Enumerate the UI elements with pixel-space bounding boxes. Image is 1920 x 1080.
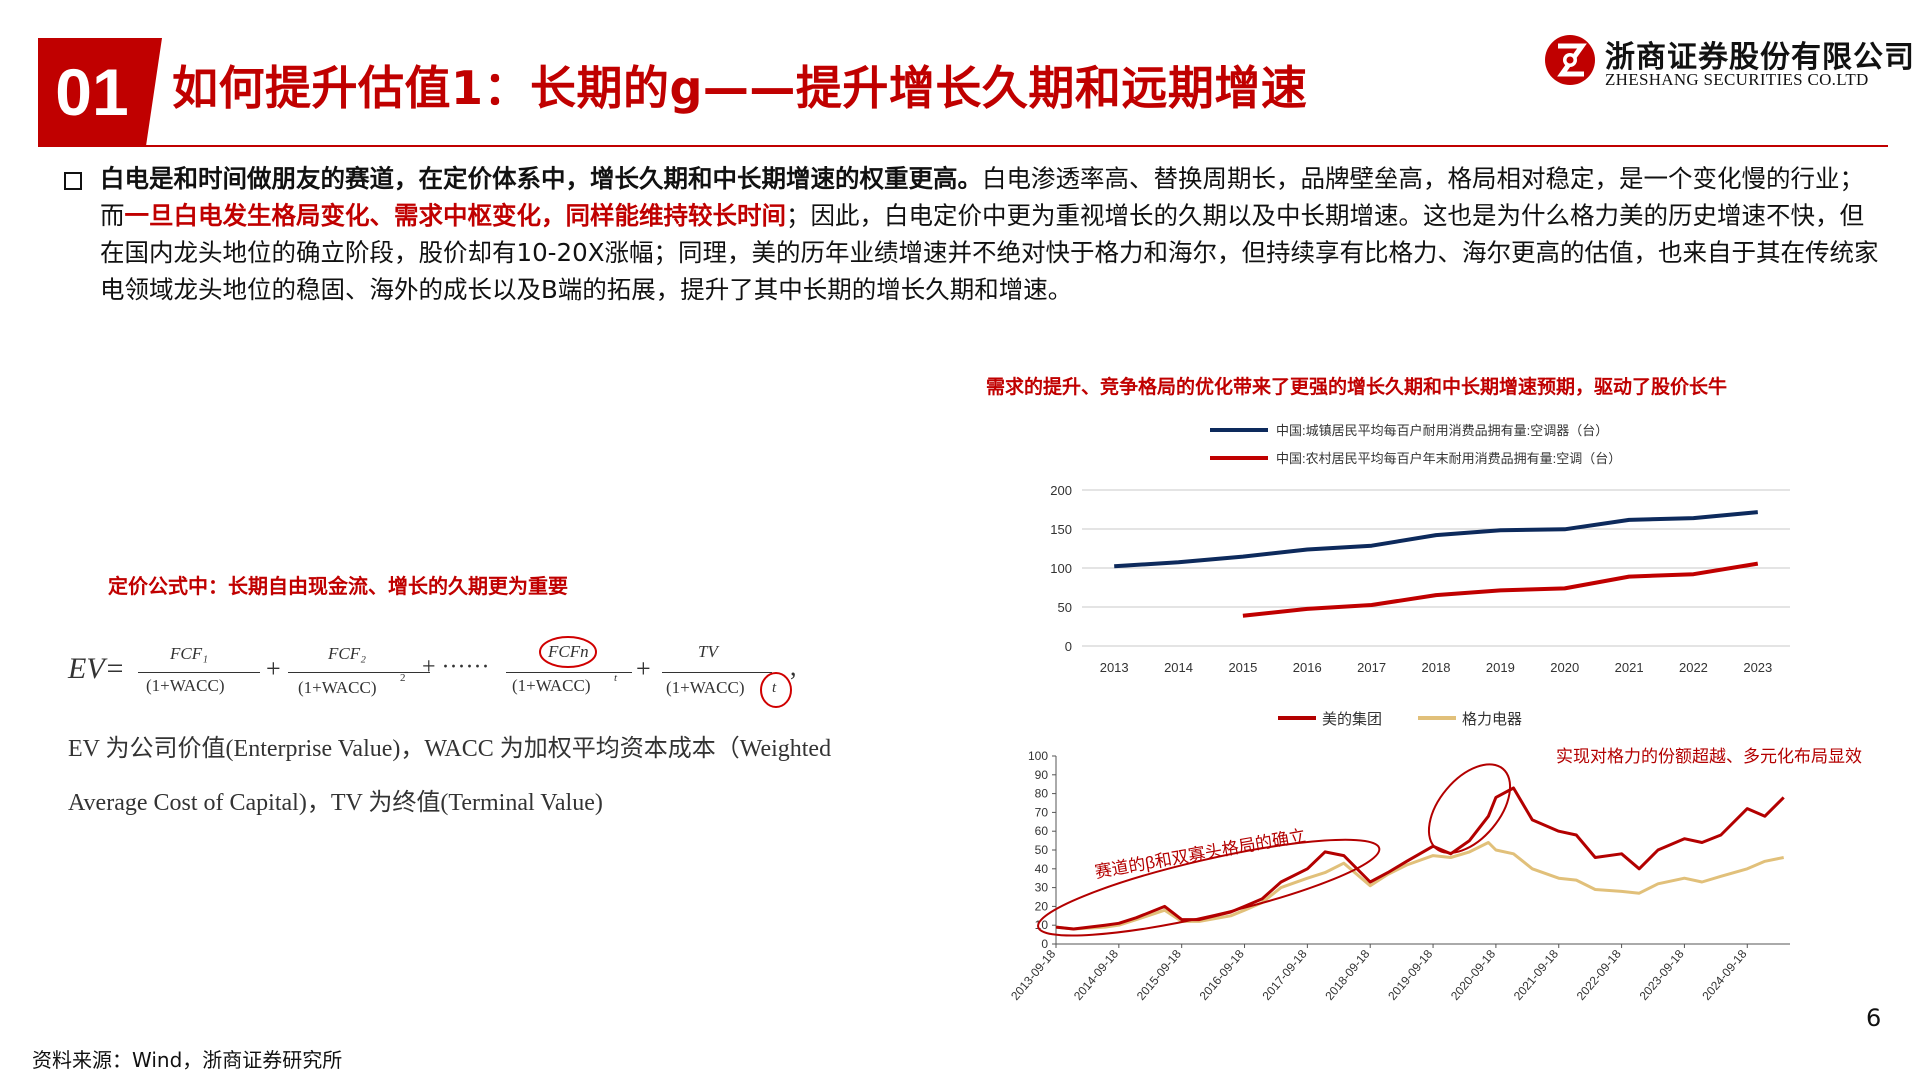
y-tick-label: 0 <box>1065 639 1072 654</box>
body-paragraph: 白电是和时间做朋友的赛道，在定价体系中，增长久期和中长期增速的权重更高。白电渗透… <box>100 160 1880 308</box>
formula-plus-2: + <box>636 654 651 683</box>
x-tick-label: 2015-09-18 <box>1134 947 1184 1003</box>
y-tick-label: 70 <box>1035 805 1049 819</box>
formula-term4-exp: t <box>772 680 777 696</box>
formula-plus-1: + <box>266 654 281 683</box>
x-tick-label: 2017-09-18 <box>1259 947 1309 1003</box>
annotation-label-1: 赛道的β和双寡头格局的确立 <box>1093 825 1307 882</box>
header-divider <box>38 145 1888 147</box>
x-tick-label: 2023 <box>1743 660 1772 675</box>
legend-label: 中国:城镇居民平均每百户耐用消费品拥有量:空调器（台） <box>1276 423 1608 438</box>
legend-label: 格力电器 <box>1462 711 1522 728</box>
y-tick-label: 50 <box>1058 600 1072 615</box>
annotation-ellipse-1 <box>1037 838 1381 937</box>
highlight-circle-t <box>760 672 792 708</box>
legend-label: 中国:农村居民平均每百户年末耐用消费品拥有量:空调（台） <box>1276 451 1621 466</box>
y-tick-label: 100 <box>1050 561 1072 576</box>
para-text-1: 白电渗透率高、替换周期长，品牌壁垒高，格局相对稳定，是一个变化慢的行业；而 <box>100 164 1864 230</box>
x-tick-label: 2014-09-18 <box>1071 947 1121 1003</box>
y-tick-label: 200 <box>1050 483 1072 498</box>
y-tick-label: 100 <box>1028 749 1048 763</box>
para-bold-lead: 白电是和时间做朋友的赛道，在定价体系中，增长久期和中长期增速的权重更高。 <box>100 164 982 193</box>
page-title: 如何提升估值1：长期的g——提升增长久期和远期增速 <box>172 61 1308 115</box>
page-number: 6 <box>1866 1004 1882 1032</box>
y-tick-label: 80 <box>1035 787 1049 801</box>
annotation-ellipse-2 <box>1427 763 1512 854</box>
formula-caption: 定价公式中：长期自由现金流、增长的久期更为重要 <box>108 574 568 598</box>
x-tick-label: 2013-09-18 <box>1008 947 1058 1003</box>
series-line-1 <box>1242 561 1759 618</box>
y-tick-label: 60 <box>1035 824 1049 838</box>
annotation-label-2: 实现对格力的份额超越、多元化布局显效 <box>1556 747 1862 766</box>
formula-fraction-bar <box>138 672 260 673</box>
formula-term4-num: TV <box>698 642 718 661</box>
formula-term4-den: (1+WACC) <box>666 678 745 697</box>
logo-company-name-en: ZHESHANG SECURITIES CO.LTD <box>1605 70 1869 89</box>
formula-comma: , <box>790 652 797 681</box>
bullet-square-icon <box>64 172 82 190</box>
y-tick-label: 150 <box>1050 522 1072 537</box>
x-tick-label: 2018 <box>1422 660 1451 675</box>
legend-label: 美的集团 <box>1322 711 1382 728</box>
series-line-0 <box>1114 510 1758 569</box>
chart-stock-price: 美的集团 格力电器01020304050607080901002013-09-18… <box>1008 711 1862 1003</box>
formula-fraction-bar <box>662 672 772 673</box>
formula-desc-line2: Average Cost of Capital)，TV 为终值(Terminal… <box>68 790 603 816</box>
x-tick-label: 2015 <box>1228 660 1257 675</box>
x-tick-label: 2017 <box>1357 660 1386 675</box>
formula-term3-exp: t <box>614 672 618 684</box>
para-text-2: ；因此，白电定价中更为重视增长的久期以及中长期增速。这也是为什么格力美的历史增速… <box>100 201 1879 304</box>
formula-dots: + ······ <box>422 654 490 680</box>
formula-desc-line1: EV 为公司价值(Enterprise Value)，WACC 为加权平均资本成… <box>68 736 832 762</box>
formula-image: EV= FCF₁ (1+WACC) + FCF₂ (1+WACC) 2 + ··… <box>66 628 956 828</box>
y-tick-label: 30 <box>1035 881 1049 895</box>
x-tick-label: 2021 <box>1615 660 1644 675</box>
formula-term1-den: (1+WACC) <box>146 676 225 695</box>
para-red-highlight: 一旦白电发生格局变化、需求中枢变化，同样能维持较长时间 <box>124 201 787 230</box>
logo-company-name: 浙商证券股份有限公司 <box>1605 40 1915 75</box>
formula-term3-num: FCFn <box>548 642 589 661</box>
section-badge-tick <box>146 38 162 146</box>
chart-ac-ownership: 中国:城镇居民平均每百户耐用消费品拥有量:空调器（台） 中国:农村居民平均每百户年… <box>1050 423 1790 675</box>
x-tick-label: 2022-09-18 <box>1574 947 1624 1003</box>
formula-term2-num: FCF₂ <box>328 644 367 663</box>
formula-term2-exp: 2 <box>400 672 406 684</box>
formula-fraction-bar <box>506 672 632 673</box>
y-tick-label: 40 <box>1035 862 1049 876</box>
x-tick-label: 2022 <box>1679 660 1708 675</box>
formula-term3-den: (1+WACC) <box>512 676 591 695</box>
y-tick-label: 20 <box>1035 899 1049 913</box>
x-tick-label: 2020 <box>1550 660 1579 675</box>
x-tick-label: 2016-09-18 <box>1197 947 1247 1003</box>
formula-ev: EV= <box>68 652 125 685</box>
formula-term2-den: (1+WACC) <box>298 678 377 697</box>
x-tick-label: 2013 <box>1100 660 1129 675</box>
y-tick-label: 0 <box>1041 937 1048 951</box>
x-tick-label: 2019-09-18 <box>1385 947 1435 1003</box>
x-tick-label: 2021-09-18 <box>1511 947 1561 1003</box>
formula-fraction-bar <box>288 672 430 673</box>
formula-highlight-circles <box>539 636 792 708</box>
company-logo <box>1545 35 1595 85</box>
highlight-circle-fcfn <box>539 636 597 668</box>
x-tick-label: 2019 <box>1486 660 1515 675</box>
y-tick-label: 50 <box>1035 843 1049 857</box>
y-tick-label: 90 <box>1035 768 1049 782</box>
source-note: 资料来源：Wind，浙商证券研究所 <box>32 1048 343 1072</box>
formula-term1-num: FCF₁ <box>170 644 209 663</box>
section-number-badge: 01 <box>38 38 146 146</box>
chart-caption: 需求的提升、竞争格局的优化带来了更强的增长久期和中长期增速预期，驱动了股价长牛 <box>986 376 1728 398</box>
x-tick-label: 2020-09-18 <box>1448 947 1498 1003</box>
x-tick-label: 2024-09-18 <box>1699 947 1749 1003</box>
x-tick-label: 2018-09-18 <box>1322 947 1372 1003</box>
x-tick-label: 2014 <box>1164 660 1193 675</box>
x-tick-label: 2016 <box>1293 660 1322 675</box>
x-tick-label: 2023-09-18 <box>1637 947 1687 1003</box>
